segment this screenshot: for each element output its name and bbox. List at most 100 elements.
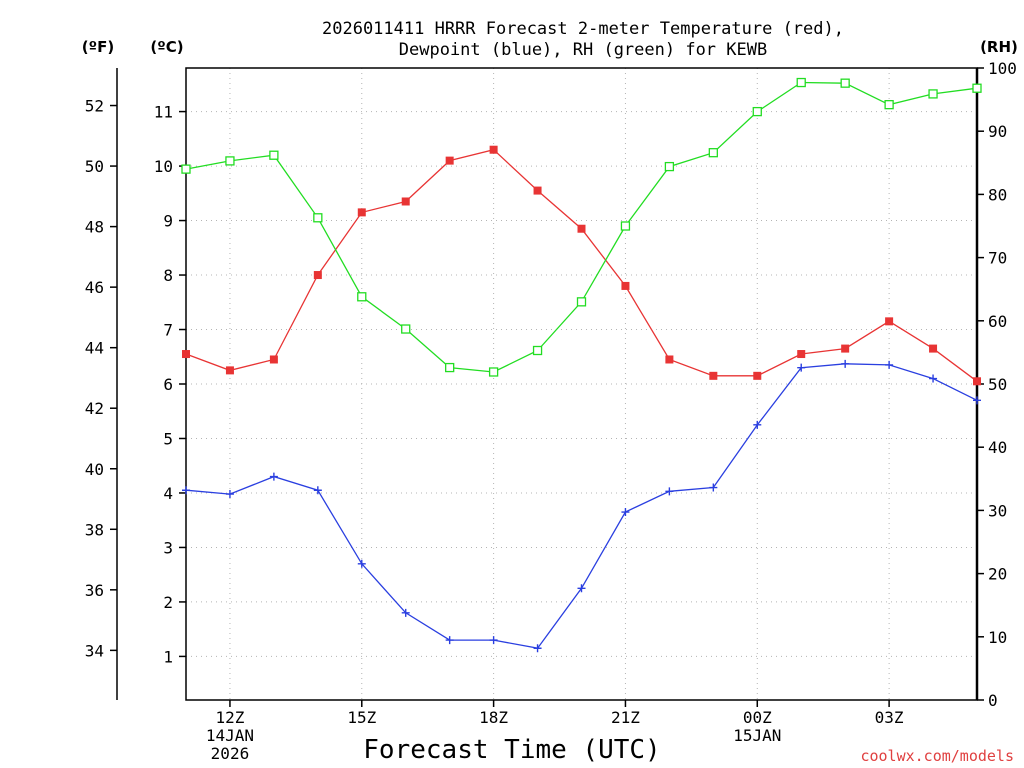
fahrenheit-tick-label: 44 (85, 339, 104, 358)
fahrenheit-tick-label: 36 (85, 581, 104, 600)
rh-tick-label: 60 (988, 312, 1007, 331)
dewpoint-point (445, 636, 454, 645)
dewpoint-point (533, 644, 542, 653)
temperature-line (185, 148, 978, 382)
rh-point (225, 156, 235, 166)
temperature-point (313, 271, 322, 280)
rh-tick-label: 20 (988, 565, 1007, 584)
temperature-point (225, 366, 234, 375)
rh-tick-label: 50 (988, 375, 1007, 394)
dewpoint-point (797, 363, 806, 372)
celsius-unit-label: (ºC) (150, 38, 183, 56)
dewpoint-point (665, 487, 674, 496)
dewpoint-point (841, 359, 850, 368)
rh-tick-label: 0 (988, 691, 998, 710)
celsius-tick-label: 2 (163, 593, 173, 612)
data-series (181, 77, 982, 653)
x-tick-label: 00Z (743, 708, 772, 727)
fahrenheit-tick-label: 40 (85, 460, 104, 479)
dewpoint-point (401, 608, 410, 617)
fahrenheit-tick-label: 42 (85, 399, 104, 418)
fahrenheit-tick-label: 50 (85, 157, 104, 176)
temperature-point (797, 350, 806, 359)
dewpoint-point (313, 486, 322, 495)
dewpoint-point (709, 483, 718, 492)
celsius-tick-label: 8 (163, 266, 173, 285)
temperature-point (577, 224, 586, 233)
x-tick-date-label: 15JAN (733, 726, 781, 745)
temperature-point (841, 344, 850, 353)
celsius-tick-label: 4 (163, 484, 173, 503)
dewpoint-point (753, 420, 762, 429)
fahrenheit-tick-label: 34 (85, 641, 104, 660)
rh-point (401, 324, 411, 334)
celsius-tick-label: 11 (154, 103, 173, 122)
dewpoint-point (973, 396, 981, 405)
celsius-tick-label: 10 (154, 157, 173, 176)
temperature-point (533, 186, 542, 195)
rh-point (269, 150, 279, 160)
rh-point (488, 367, 499, 377)
fahrenheit-tick-label: 46 (85, 278, 104, 297)
x-tick-label: 12Z (215, 708, 244, 727)
fahrenheit-tick-label: 52 (85, 97, 104, 116)
rh-point (928, 89, 938, 99)
dewpoint-line (185, 363, 978, 649)
rh-point (664, 161, 675, 172)
celsius-tick-label: 6 (163, 375, 173, 394)
fahrenheit-tick-label: 38 (85, 520, 104, 539)
dewpoint-point (621, 508, 630, 517)
temperature-point (445, 156, 454, 165)
dewpoint-point (489, 636, 498, 645)
rh-point (840, 78, 850, 88)
x-tick-label: 21Z (611, 708, 640, 727)
rh-tick-label: 40 (988, 438, 1007, 457)
rh-point (972, 83, 982, 93)
rh-tick-label: 90 (988, 122, 1007, 141)
rh-point (445, 362, 455, 373)
rh-point (532, 345, 543, 356)
rh-point (181, 164, 191, 174)
temperature-point (709, 371, 718, 380)
dewpoint-point (929, 374, 938, 383)
x-tick-label: 18Z (479, 708, 508, 727)
chart-title-line-2: Dewpoint (blue), RH (green) for KEWB (399, 40, 767, 60)
grid-lines (186, 68, 977, 700)
temperature-point (357, 208, 366, 217)
rh-point (708, 148, 718, 158)
temperature-point (401, 197, 410, 206)
rh-point (796, 77, 806, 88)
rh-point (357, 292, 367, 302)
rh-tick-label: 70 (988, 249, 1007, 268)
rh-tick-label: 10 (988, 628, 1007, 647)
rh-point (313, 213, 323, 223)
x-tick-date-label: 2026 (211, 744, 250, 763)
rh-point (620, 221, 631, 231)
celsius-tick-label: 5 (163, 429, 173, 448)
temperature-point (489, 145, 498, 154)
temperature-point (973, 377, 981, 386)
celsius-tick-label: 7 (163, 321, 173, 340)
fahrenheit-unit-label: (ºF) (82, 38, 114, 56)
temperature-point (269, 355, 278, 364)
dewpoint-point (577, 584, 586, 593)
rh-unit-label: (RH) (980, 38, 1018, 56)
dewpoint-point (182, 486, 190, 495)
celsius-tick-label: 9 (163, 212, 173, 231)
x-tick-date-label: 14JAN (206, 726, 254, 745)
temperature-point (753, 371, 762, 380)
x-tick-label: 03Z (875, 708, 904, 727)
celsius-tick-label: 1 (163, 647, 173, 666)
rh-point (752, 106, 762, 117)
temperature-point (182, 350, 190, 359)
temperature-point (621, 281, 630, 290)
celsius-tick-label: 3 (163, 538, 173, 557)
dewpoint-point (357, 559, 366, 568)
source-credit: coolwx.com/models (860, 747, 1014, 765)
dewpoint-point (269, 472, 278, 481)
rh-tick-label: 100 (988, 59, 1017, 78)
x-tick-label: 15Z (347, 708, 376, 727)
fahrenheit-tick-label: 48 (85, 218, 104, 237)
